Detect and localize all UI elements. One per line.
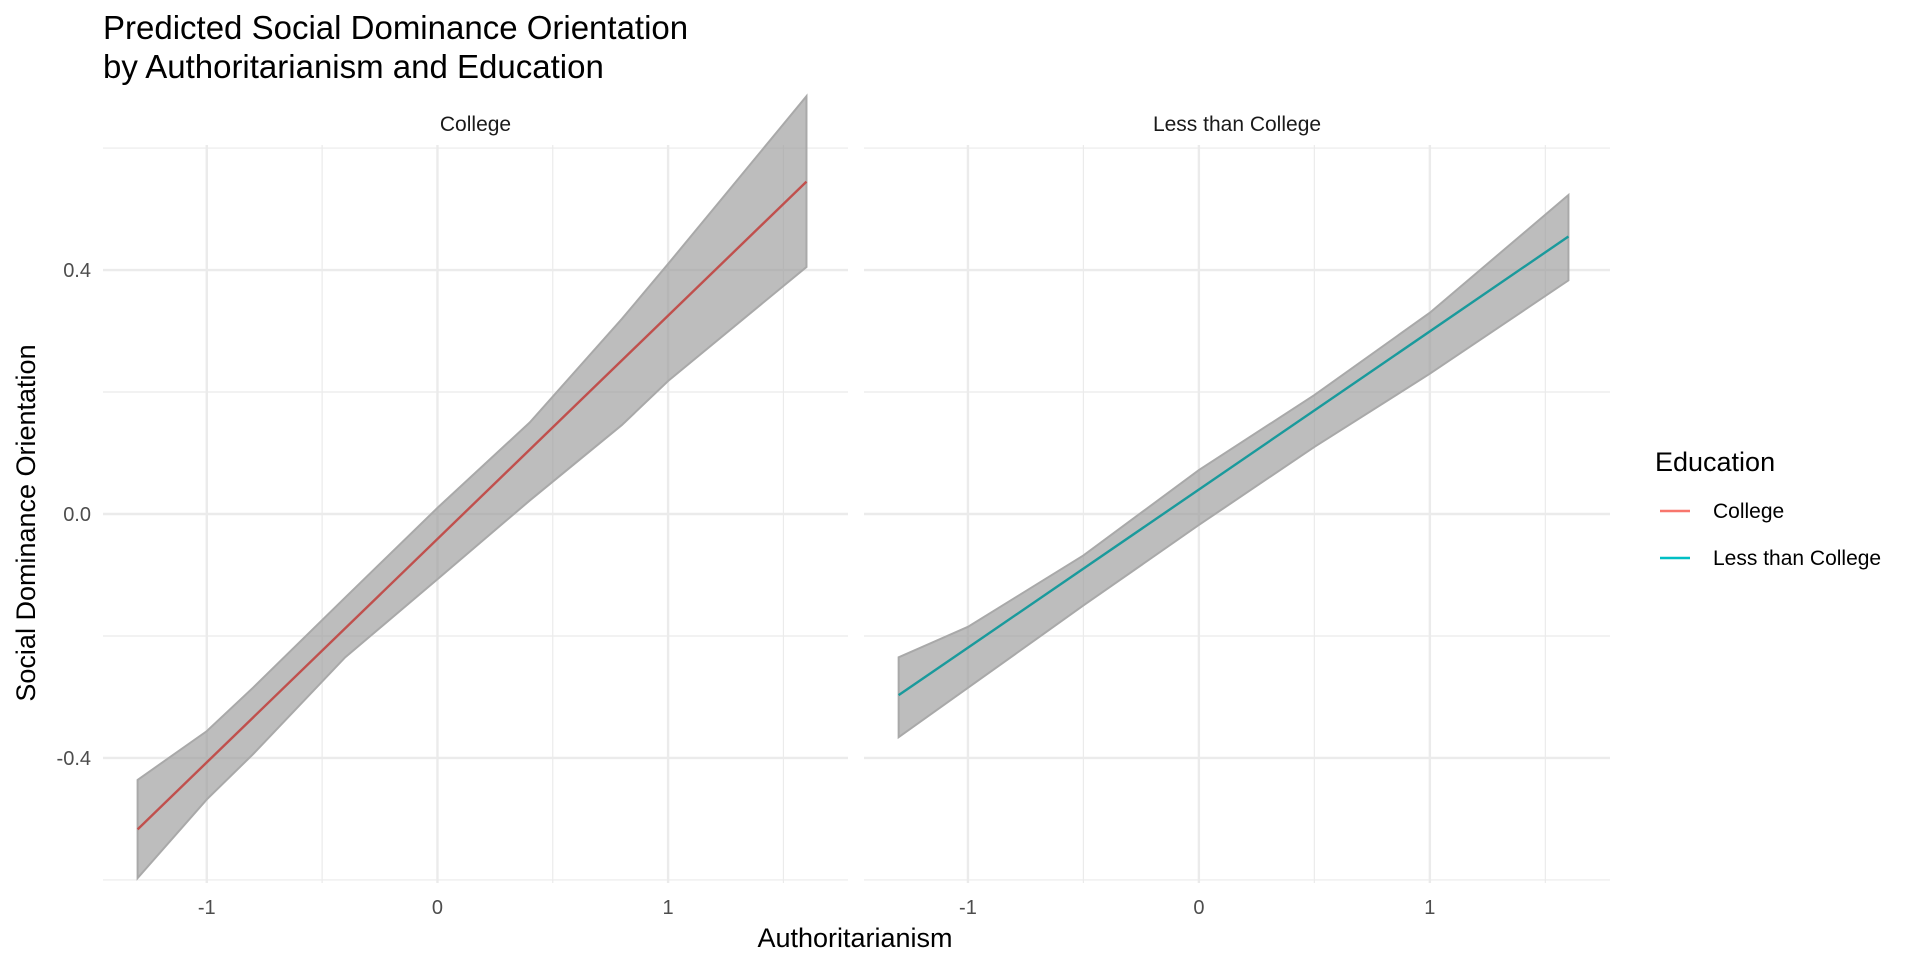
- y-tick-label: 0.4: [63, 260, 91, 282]
- chart-title: Predicted Social Dominance Orientation b…: [103, 9, 688, 85]
- facet-strip-label: Less than College: [1153, 113, 1321, 136]
- y-tick-label: -0.4: [57, 748, 91, 770]
- legend: Education College Less than College: [1655, 447, 1881, 570]
- x-tick-label: 0: [432, 897, 443, 919]
- facet-strip-label: College: [440, 113, 511, 136]
- series-line-college: [136, 180, 808, 831]
- legend-label: Less than College: [1713, 547, 1881, 570]
- x-tick-label: 0: [1193, 897, 1204, 919]
- y-tick-label: 0.0: [63, 504, 91, 526]
- facet-panels: College -1 0 1 -0.4 0.0 0.4 Less than College -1…: [57, 93, 1610, 919]
- x-tick-label: 1: [1424, 897, 1435, 919]
- x-tick-label: -1: [198, 897, 216, 919]
- legend-label: College: [1713, 500, 1784, 523]
- facet-panel-1: College -1 0 1 -0.4 0.0 0.4: [57, 93, 848, 919]
- x-axis-title: Authoritarianism: [757, 923, 952, 953]
- chart-title-line-2: by Authoritarianism and Education: [103, 48, 604, 85]
- legend-entries: College Less than College: [1660, 500, 1881, 570]
- legend-item-college: College: [1660, 500, 1784, 523]
- axis-titles: Authoritarianism Social Dominance Orient…: [11, 344, 953, 953]
- x-tick-label: -1: [959, 897, 977, 919]
- series-line-less-than-college: [897, 235, 1570, 697]
- legend-item-less-than-college: Less than College: [1660, 547, 1881, 570]
- chart-title-line-1: Predicted Social Dominance Orientation: [103, 9, 688, 46]
- facet-panel-2: Less than College -1 0 1: [864, 113, 1610, 919]
- y-axis-title: Social Dominance Orientation: [11, 344, 41, 701]
- x-tick-label: 1: [663, 897, 674, 919]
- confidence-ribbon: [136, 93, 808, 881]
- legend-title: Education: [1655, 447, 1775, 477]
